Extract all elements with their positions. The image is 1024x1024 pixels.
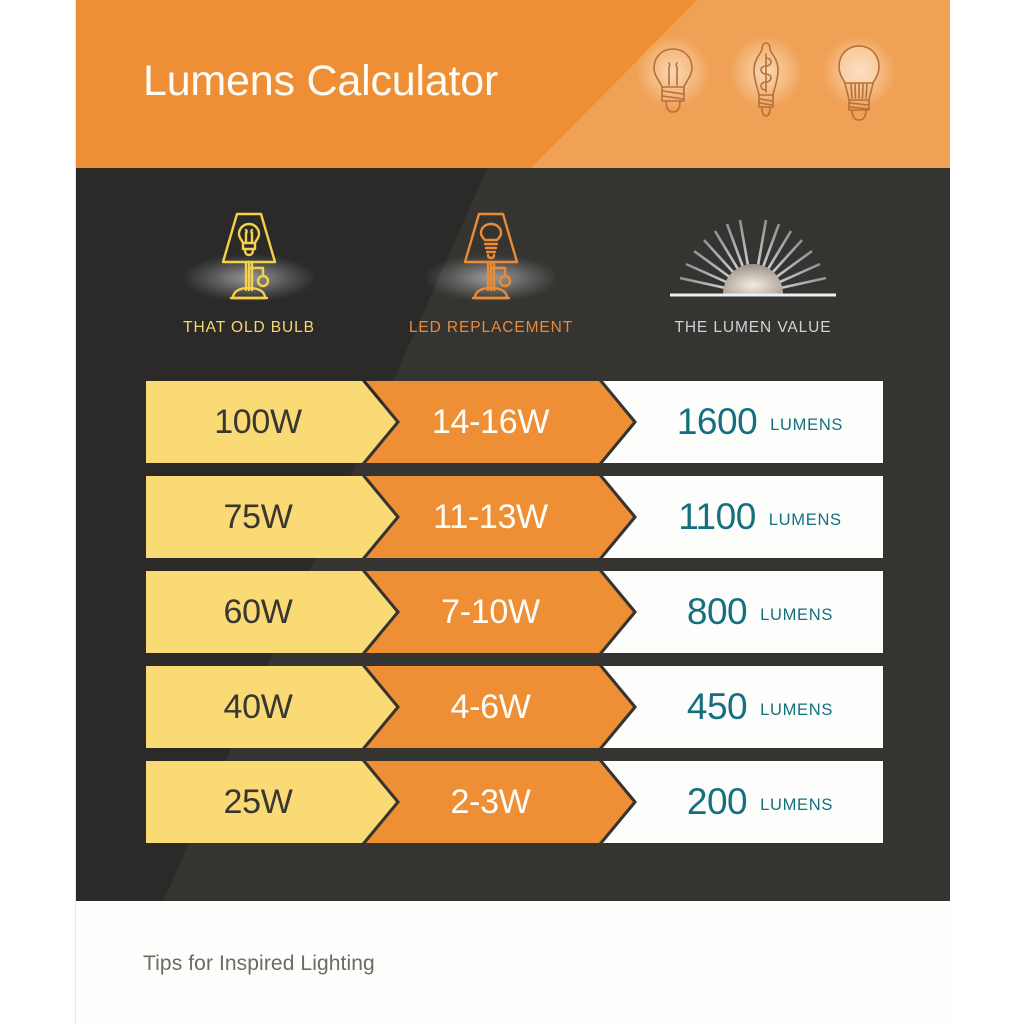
incandescent-bulb-icon xyxy=(636,29,710,139)
led-value: 4-6W xyxy=(450,687,531,726)
watt-value: 100W xyxy=(214,402,302,441)
watt-value: 75W xyxy=(223,497,293,536)
watt-cell: 40W xyxy=(146,666,396,748)
page-title: Lumens Calculator xyxy=(143,57,499,105)
led-cell: 14-16W xyxy=(366,381,633,463)
column-header-lumen-value: THE LUMEN VALUE xyxy=(643,202,863,337)
lumens-value: 200 xyxy=(686,781,748,822)
footer-tagline: Tips for Inspired Lighting xyxy=(143,952,375,975)
yellow-lamp-icon xyxy=(139,202,359,306)
lumens-value: 1600 xyxy=(676,401,758,442)
table-row: 75W 11-13W 1100 LUMENS xyxy=(76,476,950,558)
lumens-cell: 200 LUMENS xyxy=(603,761,883,843)
table-row: 25W 2-3W 200 LUMENS xyxy=(76,761,950,843)
bulb-glow xyxy=(636,35,710,109)
watt-cell: 100W xyxy=(146,381,396,463)
sunburst-icon xyxy=(643,202,863,306)
watt-cell: 60W xyxy=(146,571,396,653)
table-row: 60W 7-10W 800 LUMENS xyxy=(76,571,950,653)
watt-value: 40W xyxy=(223,687,293,726)
watt-value: 60W xyxy=(223,592,293,631)
led-cell: 2-3W xyxy=(366,761,633,843)
led-cell: 4-6W xyxy=(366,666,633,748)
conversion-table: 100W 14-16W 1600 LUMENS 75W 11-13 xyxy=(76,381,950,843)
bulb-icon-row xyxy=(636,28,896,140)
footer: Tips for Inspired Lighting xyxy=(76,901,950,1024)
led-value: 11-13W xyxy=(433,497,548,536)
lumens-cell: 1100 LUMENS xyxy=(603,476,883,558)
comparison-panel: THAT OLD BULB xyxy=(76,168,950,901)
column-label: THAT OLD BULB xyxy=(183,319,315,336)
led-cell: 7-10W xyxy=(366,571,633,653)
lumens-value: 1100 xyxy=(678,496,756,537)
column-headers: THAT OLD BULB xyxy=(76,202,950,362)
column-header-led-replacement: LED REPLACEMENT xyxy=(381,202,601,337)
led-value: 14-16W xyxy=(431,402,550,441)
lumens-cell: 1600 LUMENS xyxy=(603,381,883,463)
lumens-unit: LUMENS xyxy=(760,605,834,624)
lumens-unit: LUMENS xyxy=(760,795,834,814)
filament-bulb-icon xyxy=(729,29,803,139)
lumens-unit: LUMENS xyxy=(760,700,834,719)
led-value: 7-10W xyxy=(441,592,540,631)
watt-value: 25W xyxy=(223,782,293,821)
column-header-old-bulb: THAT OLD BULB xyxy=(139,202,359,337)
lumens-cell: 450 LUMENS xyxy=(603,666,883,748)
lumens-unit: LUMENS xyxy=(770,415,844,434)
table-row: 100W 14-16W 1600 LUMENS xyxy=(76,381,950,463)
column-label: THE LUMEN VALUE xyxy=(674,319,832,336)
table-row: 40W 4-6W 450 LUMENS xyxy=(76,666,950,748)
lumens-value: 800 xyxy=(686,591,748,632)
watt-cell: 75W xyxy=(146,476,396,558)
orange-lamp-icon xyxy=(381,202,601,306)
watt-cell: 25W xyxy=(146,761,396,843)
led-bulb-icon xyxy=(822,29,896,139)
lumens-calculator-card: Lumens Calculator xyxy=(75,0,950,1024)
lumens-unit: LUMENS xyxy=(768,510,842,529)
led-cell: 11-13W xyxy=(366,476,633,558)
led-value: 2-3W xyxy=(450,782,531,821)
header-banner: Lumens Calculator xyxy=(76,0,950,168)
lumens-value: 450 xyxy=(686,686,748,727)
lumens-cell: 800 LUMENS xyxy=(603,571,883,653)
column-label: LED REPLACEMENT xyxy=(408,319,574,336)
